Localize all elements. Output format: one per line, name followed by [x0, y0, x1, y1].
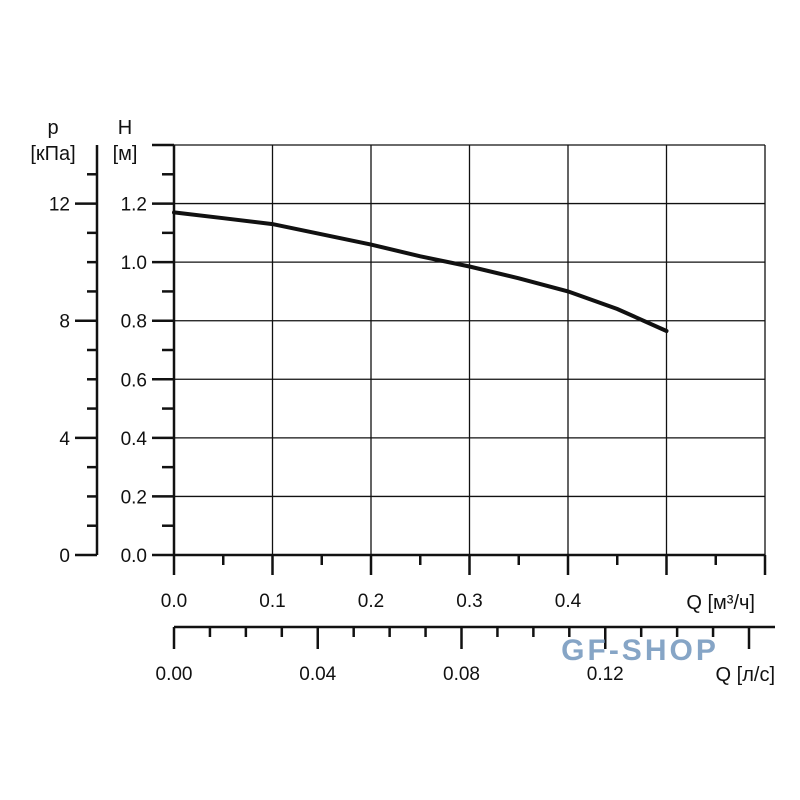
y-tick-label: 1.2 — [121, 195, 147, 216]
x2-tick-label: 0.04 — [299, 664, 336, 685]
y-tick-label: 0.0 — [121, 546, 147, 567]
x-tick-label: 0.4 — [555, 591, 582, 612]
p-tick-label: 4 — [59, 429, 70, 450]
x-tick-label: 0.2 — [358, 591, 384, 612]
p-tick-label: 0 — [59, 546, 70, 567]
h-axis-unit: [м] — [113, 143, 138, 165]
y-tick-label: 0.2 — [121, 487, 147, 508]
y-tick-label: 0.4 — [121, 429, 148, 450]
x-tick-label: 0.3 — [456, 591, 482, 612]
p-axis-label: p — [47, 117, 58, 139]
p-axis-unit: [кПа] — [30, 143, 75, 165]
x2-tick-label: 0.00 — [156, 664, 193, 685]
grid — [174, 144, 766, 555]
y-tick-label: 0.6 — [121, 370, 147, 391]
x-tick-label: 0.1 — [259, 591, 285, 612]
x2-tick-label: 0.12 — [587, 664, 624, 685]
tick-labels: 0.0 0.1 0.2 0.3 0.4 0.0 0.2 0.4 0.6 0.8 1.0 1.2 0 4 8 1… — [49, 195, 624, 685]
x2-tick-label: 0.08 — [443, 664, 480, 685]
watermark: GF-SHOP — [561, 634, 719, 667]
x2-axis-label: Q [л/с] — [716, 664, 775, 686]
series-line — [172, 210, 669, 333]
x-axis-label: Q [м³/ч] — [686, 592, 755, 614]
axes — [75, 143, 775, 649]
h-axis-label: H — [118, 117, 132, 139]
y-tick-label: 0.8 — [121, 312, 147, 333]
p-tick-label: 8 — [59, 312, 70, 333]
y-tick-label: 1.0 — [121, 253, 147, 274]
x-tick-label: 0.0 — [161, 591, 187, 612]
p-tick-label: 12 — [49, 195, 70, 216]
